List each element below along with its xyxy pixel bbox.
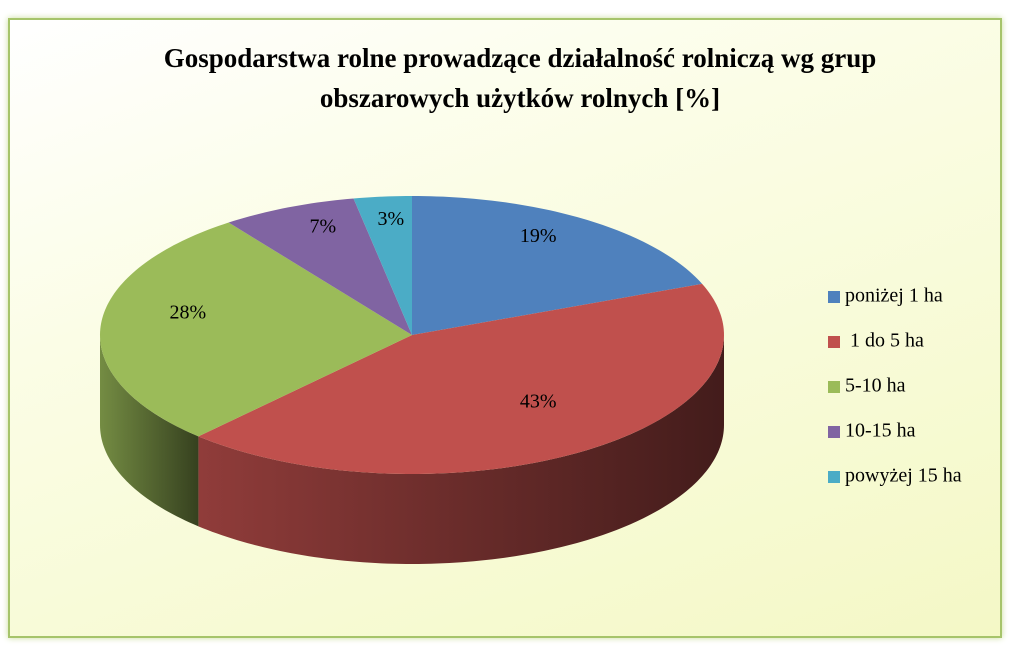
data-label: 19% xyxy=(520,225,557,247)
pie-slice xyxy=(353,196,412,335)
legend-label: poniżej 1 ha xyxy=(845,285,943,307)
legend-swatch xyxy=(828,291,840,303)
chart-title: Gospodarstwa rolne prowadzące działalnoś… xyxy=(163,43,877,113)
pie-slice-side xyxy=(100,335,199,527)
pie-slice xyxy=(412,196,703,335)
data-label: 43% xyxy=(520,390,557,412)
legend-label: 1 do 5 ha xyxy=(845,330,924,352)
legend-label: 5-10 ha xyxy=(845,375,906,397)
legend-label: powyżej 15 ha xyxy=(845,465,962,487)
pie-slice xyxy=(198,283,724,474)
pie-slice-side xyxy=(198,335,724,564)
legend-swatch xyxy=(828,471,840,483)
pie-slice xyxy=(100,222,412,437)
legend-swatch xyxy=(828,336,840,348)
legend-swatch xyxy=(828,426,840,438)
data-label: 3% xyxy=(378,208,405,230)
legend-swatch xyxy=(828,381,840,393)
data-label: 7% xyxy=(309,216,336,238)
legend-label: 10-15 ha xyxy=(845,420,916,442)
pie-slice xyxy=(228,198,412,335)
data-label: 28% xyxy=(169,301,206,323)
